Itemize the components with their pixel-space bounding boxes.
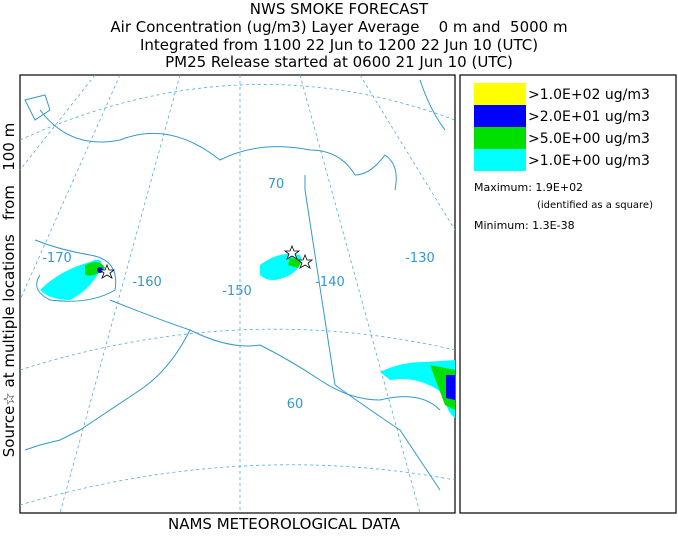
subtitle: Air Concentration (ug/m3) Layer Average … xyxy=(110,18,567,36)
footer: NAMS METEOROLOGICAL DATA xyxy=(168,515,401,532)
maximum: Maximum: 1.9E+02 xyxy=(474,181,583,194)
graticule xyxy=(19,74,456,514)
source-markers xyxy=(98,244,314,279)
legend-swatch xyxy=(474,105,526,127)
map-frame xyxy=(19,74,456,514)
coastline xyxy=(24,79,446,491)
legend: >1.0E+02 ug/m3 >2.0E+01 ug/m3 >5.0E+00 ug/… xyxy=(459,74,677,514)
subtitle: Integrated from 1100 22 Jun to 1200 22 J… xyxy=(140,36,538,54)
legend-label: >1.0E+00 ug/m3 xyxy=(528,153,650,169)
graticule-label: -160 xyxy=(132,275,162,290)
graticule-label: -170 xyxy=(42,251,72,266)
map-labels: -170 -160 -150 -140 -130 70 60 xyxy=(42,177,435,412)
graticule-label: 60 xyxy=(287,397,304,412)
subtitle: PM25 Release started at 0600 21 Jun 10 (… xyxy=(165,53,513,71)
max-note: (identified as a square) xyxy=(537,200,653,211)
legend-label: >1.0E+02 ug/m3 xyxy=(528,87,650,103)
side-label: Source☆ at multiple locations from 100 m xyxy=(0,123,18,457)
map: -170 -160 -150 -140 -130 70 60 xyxy=(19,74,456,514)
graticule-label: 70 xyxy=(268,177,285,192)
title: NWS SMOKE FORECAST xyxy=(250,0,429,18)
graticule-label: -140 xyxy=(315,275,345,290)
minimum: Minimum: 1.3E-38 xyxy=(474,219,575,232)
legend-label: >5.0E+00 ug/m3 xyxy=(528,131,650,147)
legend-label: >2.0E+01 ug/m3 xyxy=(528,109,650,125)
graticule-label: -130 xyxy=(405,251,435,266)
graticule-label: -150 xyxy=(222,284,252,299)
legend-swatch xyxy=(474,149,526,171)
legend-swatch xyxy=(474,127,526,149)
legend-swatch xyxy=(474,83,526,105)
